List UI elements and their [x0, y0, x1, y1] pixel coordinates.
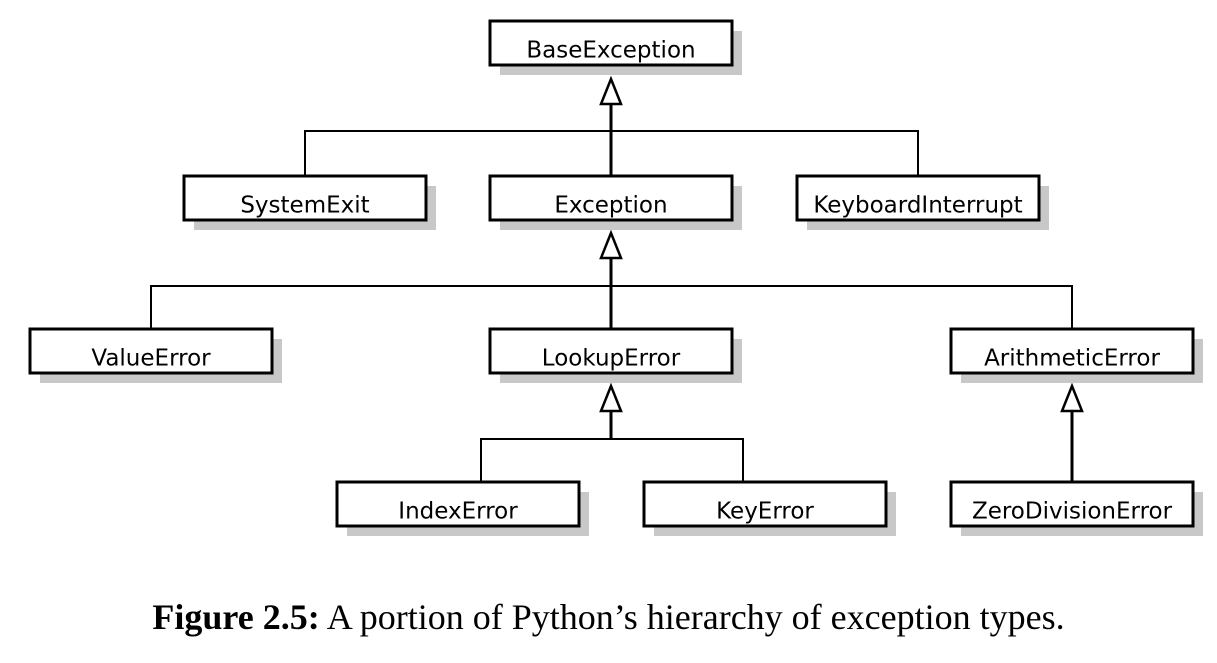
arrowhead-to-arithmeticerror-icon [1060, 382, 1084, 413]
node-label: ZeroDivisionError [972, 499, 1173, 525]
node-index-error: IndexError [335, 480, 589, 536]
figure-caption-label: Figure 2.5: [152, 597, 320, 637]
node-label: SystemExit [240, 193, 369, 219]
node-lookup-error: LookupError [488, 327, 742, 383]
node-zero-division-error: ZeroDivisionError [949, 480, 1203, 536]
figure-caption: Figure 2.5: A portion of Python’s hierar… [0, 596, 1217, 638]
node-arithmetic-error: ArithmeticError [949, 327, 1203, 383]
node-system-exit: SystemExit [182, 174, 436, 230]
figure-caption-text: A portion of Python’s hierarchy of excep… [326, 597, 1065, 637]
node-label: ValueError [91, 346, 211, 372]
node-key-error: KeyError [642, 480, 896, 536]
inheritance-arrowheads [599, 75, 1084, 413]
node-label: IndexError [398, 499, 518, 525]
connector-lookuperror-to-children [480, 438, 744, 482]
arrowhead-to-lookuperror-icon [599, 382, 623, 413]
node-keyboard-interrupt: KeyboardInterrupt [795, 174, 1049, 230]
node-label: BaseException [526, 38, 695, 64]
arrowhead-to-baseexception-icon [599, 75, 623, 106]
node-label: ArithmeticError [984, 346, 1160, 372]
node-exception: Exception [488, 174, 742, 230]
node-base-exception: BaseException [488, 19, 742, 75]
node-value-error: ValueError [28, 327, 282, 383]
node-label: LookupError [542, 346, 681, 372]
node-label: KeyboardInterrupt [813, 193, 1022, 219]
inheritance-connectors [150, 104, 1074, 482]
node-label: KeyError [716, 499, 814, 525]
arrowhead-to-exception-icon [599, 229, 623, 260]
node-label: Exception [554, 193, 667, 219]
